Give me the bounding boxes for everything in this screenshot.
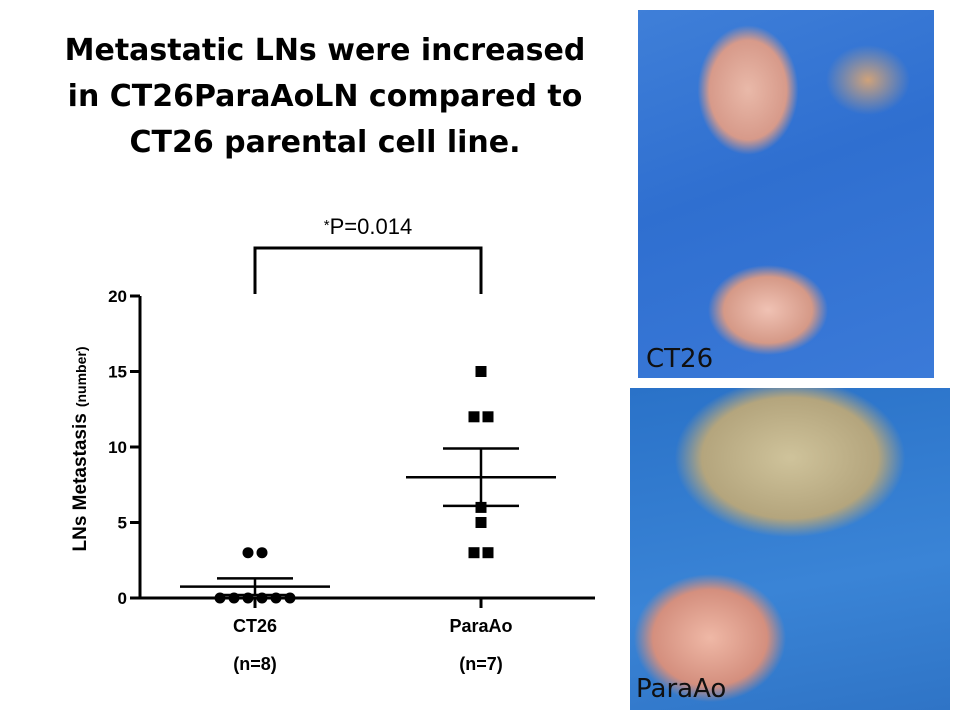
title-line-3: CT26 parental cell line. — [129, 125, 521, 160]
ct26-photo-label: CT26 — [646, 344, 714, 374]
data-point-paraao — [475, 517, 487, 528]
data-point-ct26 — [242, 547, 254, 559]
paraao-intestine-photo: ParaAo — [630, 388, 950, 710]
data-point-paraao — [482, 411, 494, 423]
y-tick-label: 20 — [108, 287, 127, 306]
data-point-paraao — [475, 366, 487, 377]
x-category-sublabel: (n=7) — [459, 654, 503, 674]
title-line-2: in CT26ParaAoLN compared to — [67, 79, 583, 114]
x-tick-label: ParaAo — [449, 616, 512, 636]
data-point-paraao — [475, 501, 487, 513]
y-tick-label: 15 — [108, 363, 127, 382]
data-point-paraao — [482, 547, 494, 559]
ct26-intestine-photo: CT26 — [638, 10, 934, 378]
significance-label: *P=0.014 — [324, 214, 412, 239]
significance-bracket — [253, 246, 483, 294]
x-category-sublabel: (n=8) — [233, 654, 277, 674]
slide-title: Metastatic LNs were increased in CT26Par… — [40, 28, 610, 166]
y-tick-label: 5 — [118, 514, 127, 533]
lns-metastasis-dot-plot: 0 5 10 15 20 LNs Metastasis(number) CT26 (n=8) P… — [70, 214, 595, 674]
x-tick-label: CT26 — [233, 616, 277, 636]
data-point-ct26 — [256, 547, 268, 559]
paraao-photo-label: ParaAo — [636, 674, 727, 704]
data-point-paraao — [468, 411, 480, 423]
data-point-paraao — [468, 547, 480, 559]
title-line-1: Metastatic LNs were increased — [64, 33, 586, 68]
y-axis-label: LNs Metastasis(number) — [70, 346, 91, 551]
y-tick-label: 10 — [108, 438, 127, 457]
y-tick-label: 0 — [118, 589, 127, 608]
